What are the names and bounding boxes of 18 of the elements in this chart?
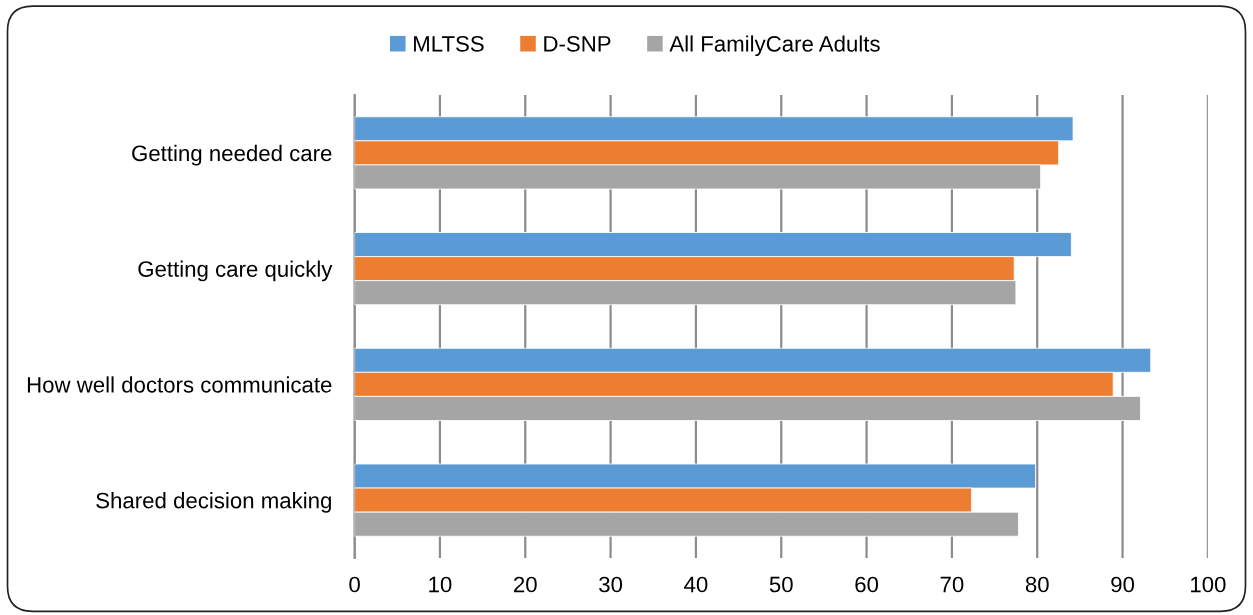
x-tick-label: 100 [1191,576,1226,593]
x-tick-label: 40 [684,576,708,593]
x-tick-label: 20 [514,576,537,593]
x-tick-label: 10 [429,576,452,593]
legend-label: MLTSS [414,35,484,52]
legend-label: D-SNP [544,35,611,52]
y-tick-label: How well doctors communicate [27,376,332,393]
y-tick-label: Shared decision making [96,492,331,513]
y-tick-label: Getting needed care [132,144,332,166]
x-tick-label: 80 [1025,576,1049,593]
legend-label: All FamilyCare Adults [669,35,880,57]
x-tick-label: 60 [855,576,879,593]
x-tick-label: 30 [599,576,623,593]
y-tick-label: Getting care quickly [138,260,333,282]
x-tick-label: 50 [769,576,793,593]
x-tick-label: 70 [940,576,964,593]
x-tick-label: 90 [1111,576,1135,593]
x-tick-label: 0 [349,576,360,593]
